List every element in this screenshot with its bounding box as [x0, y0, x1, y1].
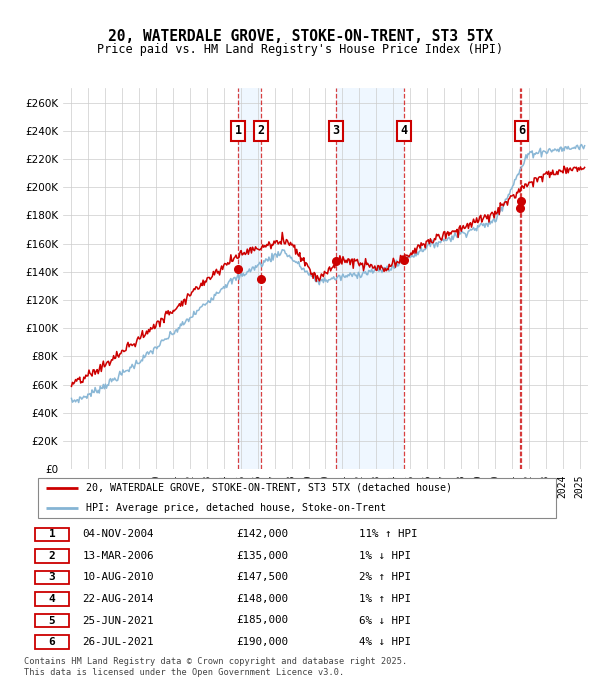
Text: 2: 2 [257, 124, 265, 137]
Text: £190,000: £190,000 [236, 637, 288, 647]
Bar [238, 88, 261, 469]
FancyBboxPatch shape [35, 549, 68, 562]
Text: 25-JUN-2021: 25-JUN-2021 [83, 615, 154, 626]
Text: 6% ↓ HPI: 6% ↓ HPI [359, 615, 411, 626]
Bar [520, 88, 521, 469]
Text: 2: 2 [49, 551, 55, 561]
Text: 1: 1 [49, 529, 55, 539]
FancyBboxPatch shape [35, 592, 68, 606]
FancyBboxPatch shape [35, 635, 68, 649]
Text: 10-AUG-2010: 10-AUG-2010 [83, 573, 154, 583]
Text: 20, WATERDALE GROVE, STOKE-ON-TRENT, ST3 5TX (detached house): 20, WATERDALE GROVE, STOKE-ON-TRENT, ST3… [86, 483, 452, 493]
Text: 3: 3 [332, 124, 340, 137]
Text: 4% ↓ HPI: 4% ↓ HPI [359, 637, 411, 647]
Text: 6: 6 [518, 124, 525, 137]
Text: 4: 4 [49, 594, 55, 604]
Text: 4: 4 [401, 124, 408, 137]
Text: 1% ↓ HPI: 1% ↓ HPI [359, 551, 411, 561]
Text: £185,000: £185,000 [236, 615, 288, 626]
Bar [336, 88, 404, 469]
Text: £142,000: £142,000 [236, 529, 288, 539]
FancyBboxPatch shape [35, 614, 68, 627]
Text: 26-JUL-2021: 26-JUL-2021 [83, 637, 154, 647]
FancyBboxPatch shape [35, 571, 68, 584]
Text: Price paid vs. HM Land Registry's House Price Index (HPI): Price paid vs. HM Land Registry's House … [97, 43, 503, 56]
Text: 11% ↑ HPI: 11% ↑ HPI [359, 529, 418, 539]
Text: 13-MAR-2006: 13-MAR-2006 [83, 551, 154, 561]
Text: 04-NOV-2004: 04-NOV-2004 [83, 529, 154, 539]
Text: £148,000: £148,000 [236, 594, 288, 604]
Text: 1: 1 [235, 124, 242, 137]
Text: 1% ↑ HPI: 1% ↑ HPI [359, 594, 411, 604]
Text: £147,500: £147,500 [236, 573, 288, 583]
Text: 22-AUG-2014: 22-AUG-2014 [83, 594, 154, 604]
FancyBboxPatch shape [35, 528, 68, 541]
FancyBboxPatch shape [38, 478, 556, 518]
Text: Contains HM Land Registry data © Crown copyright and database right 2025.
This d: Contains HM Land Registry data © Crown c… [24, 657, 407, 677]
Text: 3: 3 [49, 573, 55, 583]
Text: 6: 6 [49, 637, 55, 647]
Text: 5: 5 [49, 615, 55, 626]
Text: £135,000: £135,000 [236, 551, 288, 561]
Text: HPI: Average price, detached house, Stoke-on-Trent: HPI: Average price, detached house, Stok… [86, 503, 386, 513]
Text: 2% ↑ HPI: 2% ↑ HPI [359, 573, 411, 583]
Text: 20, WATERDALE GROVE, STOKE-ON-TRENT, ST3 5TX: 20, WATERDALE GROVE, STOKE-ON-TRENT, ST3… [107, 29, 493, 44]
